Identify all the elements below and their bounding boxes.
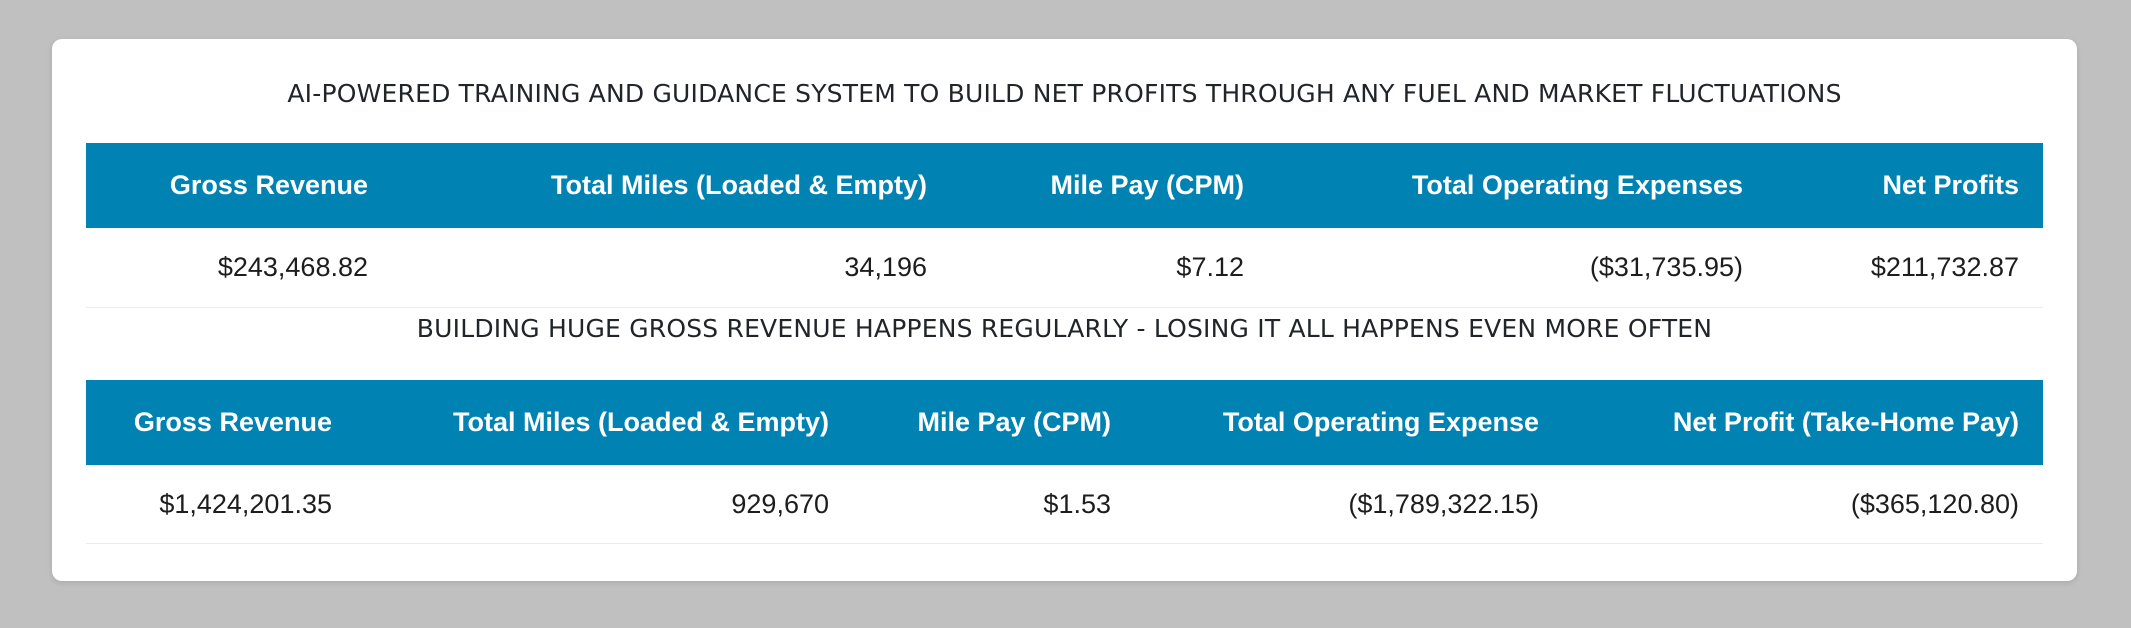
net-profits-table: Gross Revenue Total Miles (Loaded & Empt… bbox=[86, 143, 2043, 308]
column-header-mile-pay: Mile Pay (CPM) bbox=[853, 380, 1135, 465]
cell-total-miles: 929,670 bbox=[356, 465, 853, 544]
table-row: $243,468.82 34,196 $7.12 ($31,735.95) $2… bbox=[86, 228, 2043, 308]
table-header-row: Gross Revenue Total Miles (Loaded & Empt… bbox=[86, 380, 2043, 465]
column-header-total-miles: Total Miles (Loaded & Empty) bbox=[356, 380, 853, 465]
cell-net-profits: $211,732.87 bbox=[1767, 228, 2043, 308]
section-title-net-profits: AI-POWERED TRAINING AND GUIDANCE SYSTEM … bbox=[287, 79, 1842, 108]
cell-operating-expense: ($1,789,322.15) bbox=[1135, 465, 1563, 544]
cell-operating-expenses: ($31,735.95) bbox=[1268, 228, 1767, 308]
column-header-gross-revenue: Gross Revenue bbox=[86, 143, 392, 228]
content-card: AI-POWERED TRAINING AND GUIDANCE SYSTEM … bbox=[52, 39, 2077, 581]
cell-net-profit-take-home: ($365,120.80) bbox=[1563, 465, 2043, 544]
cell-gross-revenue: $1,424,201.35 bbox=[86, 465, 356, 544]
cell-mile-pay: $1.53 bbox=[853, 465, 1135, 544]
cell-mile-pay: $7.12 bbox=[951, 228, 1268, 308]
table-header-row: Gross Revenue Total Miles (Loaded & Empt… bbox=[86, 143, 2043, 228]
table-row: $1,424,201.35 929,670 $1.53 ($1,789,322.… bbox=[86, 465, 2043, 544]
column-header-total-miles: Total Miles (Loaded & Empty) bbox=[392, 143, 951, 228]
column-header-net-profit-take-home: Net Profit (Take-Home Pay) bbox=[1563, 380, 2043, 465]
cell-total-miles: 34,196 bbox=[392, 228, 951, 308]
column-header-gross-revenue: Gross Revenue bbox=[86, 380, 356, 465]
column-header-operating-expense: Total Operating Expense bbox=[1135, 380, 1563, 465]
cell-gross-revenue: $243,468.82 bbox=[86, 228, 392, 308]
gross-revenue-table: Gross Revenue Total Miles (Loaded & Empt… bbox=[86, 380, 2043, 544]
column-header-net-profits: Net Profits bbox=[1767, 143, 2043, 228]
section-title-gross-revenue: BUILDING HUGE GROSS REVENUE HAPPENS REGU… bbox=[416, 314, 1713, 343]
column-header-operating-expenses: Total Operating Expenses bbox=[1268, 143, 1767, 228]
column-header-mile-pay: Mile Pay (CPM) bbox=[951, 143, 1268, 228]
